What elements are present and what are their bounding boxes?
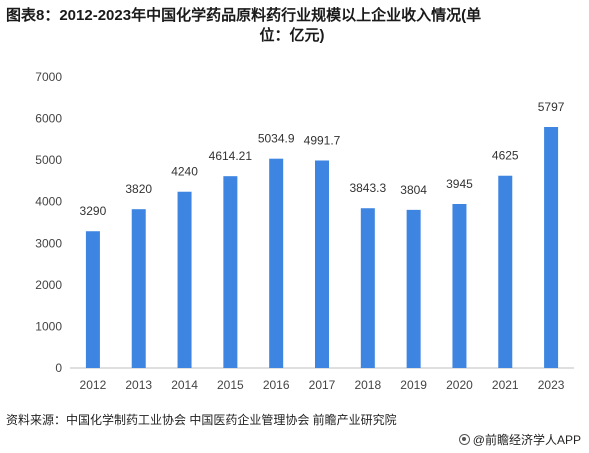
chart-title-line2: 位：亿元) (259, 27, 325, 44)
y-tick-label: 7000 (35, 70, 62, 84)
bar (406, 209, 421, 368)
data-label: 3290 (80, 204, 107, 218)
y-tick-label: 1000 (35, 319, 62, 333)
bar (269, 158, 284, 368)
bar (452, 204, 467, 368)
chart-title: 图表8：2012-2023年中国化学药品原料药行业规模以上企业收入情况(单 位：… (6, 6, 578, 46)
data-labels-layer: 3290 3820 4240 4614.21 5034.9 4991.7 3843.3 380… (80, 100, 565, 218)
axis-layer: 0 1000 2000 3000 4000 5000 6000 7000 2012 2013 201… (35, 70, 574, 392)
y-tick-label: 4000 (35, 195, 62, 209)
brand-circle-icon (458, 434, 470, 445)
chart-title-line1: 图表8：2012-2023年中国化学药品原料药行业规模以上企业收入情况(单 (6, 7, 482, 24)
data-label: 3804 (400, 183, 427, 197)
data-label: 3843.3 (349, 181, 386, 195)
data-label: 4240 (171, 165, 198, 179)
bar (131, 209, 146, 368)
y-tick-label: 3000 (35, 236, 62, 250)
data-label: 3945 (446, 177, 473, 191)
y-tick-label: 5000 (35, 153, 62, 167)
credit-text: @前瞻经济学人APP (472, 433, 581, 447)
bar (85, 231, 100, 368)
x-tick-label: 2016 (263, 378, 290, 392)
bar (498, 175, 513, 368)
x-tick-label: 2013 (125, 378, 152, 392)
bar (177, 191, 192, 368)
x-tick-label: 2014 (171, 378, 198, 392)
x-tick-label: 2023 (538, 378, 565, 392)
bar (360, 208, 375, 368)
x-tick-label: 2021 (492, 378, 519, 392)
x-tick-label: 2015 (217, 378, 244, 392)
bar-chart: 0 1000 2000 3000 4000 5000 6000 7000 2012 2013 201… (35, 70, 574, 392)
bar (544, 127, 559, 368)
source-note: 资料来源：中国化学制药工业协会 中国医药企业管理协会 前瞻产业研究院 (6, 413, 397, 427)
data-label: 4625 (492, 149, 519, 163)
y-tick-label: 2000 (35, 278, 62, 292)
x-tick-label: 2019 (400, 378, 427, 392)
data-label: 4614.21 (209, 149, 253, 163)
x-tick-label: 2020 (446, 378, 473, 392)
data-label: 4991.7 (304, 133, 341, 147)
y-tick-label: 6000 (35, 112, 62, 126)
data-label: 5797 (538, 100, 565, 114)
x-tick-label: 2017 (309, 378, 336, 392)
bar (223, 176, 238, 368)
footer-credit: @前瞻经济学人APP (458, 431, 581, 448)
bars-layer (85, 127, 559, 368)
bar (315, 160, 329, 368)
data-label: 5034.9 (258, 132, 295, 146)
data-label: 3820 (125, 182, 152, 196)
x-tick-label: 2012 (80, 378, 107, 392)
x-tick-label: 2018 (354, 378, 381, 392)
y-tick-label: 0 (55, 361, 62, 375)
chart-area: 0 1000 2000 3000 4000 5000 6000 7000 2012 2013 201… (0, 58, 589, 398)
